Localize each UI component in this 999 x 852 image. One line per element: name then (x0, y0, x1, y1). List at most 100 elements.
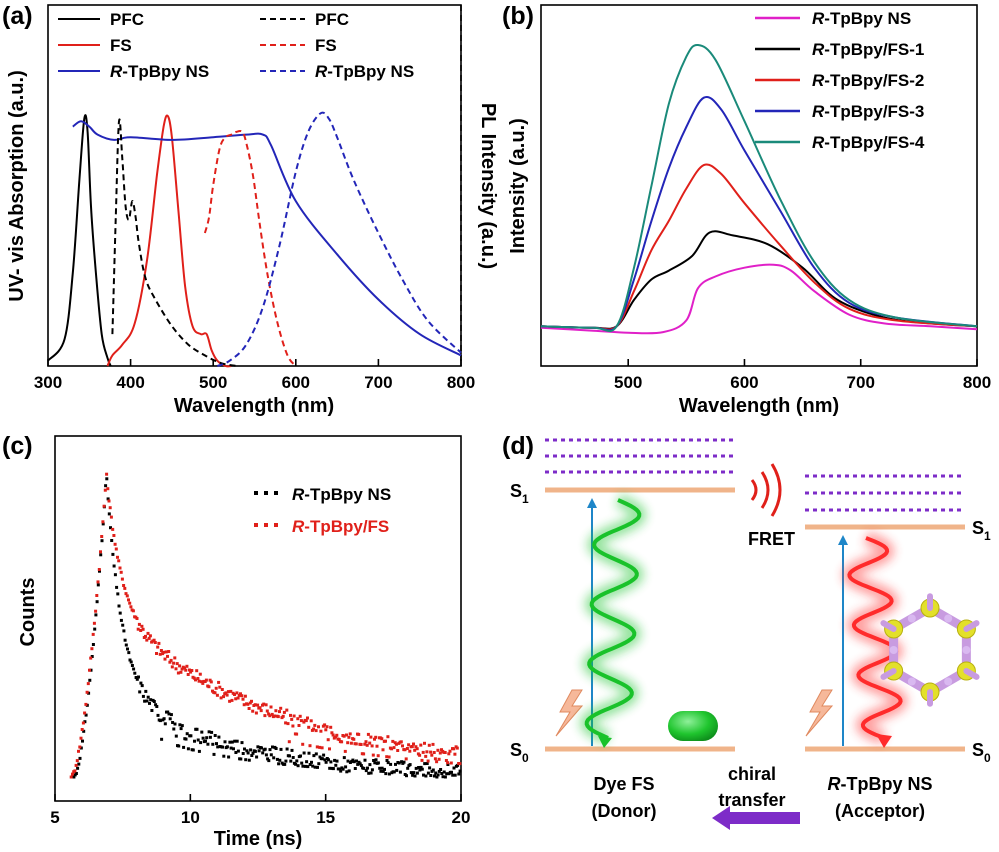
panel-d: (d) S1 S0 S1 S0 (502, 432, 991, 830)
panel-a-ylabel-right: PL Intensity (a.u.) (477, 103, 499, 269)
panel-c-point-red (106, 487, 110, 491)
panel-c-point-black (351, 758, 355, 762)
panel-c-point-black (234, 751, 238, 754)
acceptor-emission-wave (842, 531, 908, 748)
panel-c-point-black (152, 700, 156, 703)
panel-c-point-black (376, 761, 380, 765)
panel-c-point-black (317, 762, 321, 766)
panel-c-point-red (102, 504, 106, 508)
panel-c-point-black (439, 768, 443, 771)
panel-c-point-red (198, 672, 202, 676)
panel-c-point-black (211, 742, 215, 746)
panel-c-point-red (114, 547, 118, 551)
panel-c-point-red (392, 746, 396, 750)
panel-c-point-red (369, 735, 373, 739)
panel-c-point-red (393, 741, 397, 745)
panel-c-point-black (174, 734, 178, 738)
donor-emission-wave (579, 493, 647, 748)
panel-c-point-red (381, 748, 385, 752)
panel-c-point-red (236, 696, 240, 700)
panel-c-point-red (166, 654, 169, 658)
panel-b-legend-item-0: R-TpBpy NS (812, 9, 911, 28)
panel-c-point-red (186, 673, 190, 676)
panel-c-point-red (313, 723, 317, 727)
panel-c-point-black (374, 758, 378, 762)
panel-a-legend-left-2: R-TpBpy NS (110, 62, 209, 81)
panel-b-ylabel: Intensity (a.u.) (507, 118, 529, 254)
panel-c-point-red (334, 735, 337, 739)
acceptor-s0-label: S0 (972, 740, 991, 765)
panel-c-point-black (223, 740, 227, 744)
panel-c-point-red (69, 775, 73, 779)
panel-c-point-black (373, 761, 377, 765)
panel-c-point-black (370, 768, 374, 772)
panel-c-point-red (86, 682, 90, 686)
panel-c-point-red (418, 753, 422, 757)
panel-c-point-red (131, 609, 135, 613)
panel-c-point-black (221, 745, 224, 749)
panel-c-point-black (359, 764, 363, 768)
panel-c-point-black (284, 759, 288, 763)
panel-c-point-black (225, 745, 229, 749)
donor-s1-label: S1 (510, 481, 529, 506)
panel-c-point-black (415, 771, 419, 775)
panel-c-point-red (347, 735, 351, 739)
panel-c-point-black (123, 638, 127, 642)
panel-c-point-red (407, 743, 411, 747)
panel-c-point-black (208, 735, 212, 739)
panel-c-point-black (105, 477, 109, 481)
panel-c-point-black (339, 769, 343, 773)
panel-c-point-red (73, 769, 77, 773)
panel-c-point-black (95, 600, 99, 604)
panel-c-point-black (308, 763, 312, 766)
panel-c-point-black (236, 749, 240, 753)
panel-c-point-red (190, 669, 194, 672)
panel-c-point-red (320, 746, 324, 750)
panel-c-point-black (450, 770, 453, 774)
panel-c-point-red (183, 666, 186, 670)
panel-c-point-black (247, 758, 251, 762)
panel-c-point-black (201, 736, 205, 740)
panel-c-point-black (291, 756, 295, 759)
panel-c-point-red (95, 594, 99, 597)
panel-c-point-red (282, 710, 286, 714)
panel-c-xtick-label: 15 (316, 808, 335, 827)
panel-c-point-black (111, 552, 115, 556)
panel-c-point-black (100, 539, 104, 543)
panel-c-point-red (297, 724, 301, 727)
panel-c-point-black (347, 769, 351, 773)
panel-c-point-black (314, 752, 318, 756)
panel-c-point-red (81, 721, 85, 725)
panel-c-point-black (411, 773, 415, 777)
panel-c-point-black (422, 773, 425, 777)
panel-c-point-black (196, 738, 200, 742)
panel-c-point-black (257, 749, 261, 753)
panel-c-point-red (307, 725, 311, 729)
panel-c-xtick-label: 10 (181, 808, 200, 827)
panel-c-point-red (259, 709, 263, 713)
panel-c-point-red (386, 735, 390, 739)
panel-c-point-red (123, 586, 127, 590)
panel-b-series (540, 43, 978, 335)
panel-c-point-red (384, 739, 387, 743)
panel-c-point-black (101, 522, 105, 526)
panel-c-point-red (401, 744, 404, 748)
panel-c-point-black (419, 765, 423, 769)
panel-c-point-red (75, 759, 79, 763)
panel-c-point-black (379, 769, 383, 773)
panel-c-point-black (367, 771, 371, 775)
donor-light-bolt-icon (555, 689, 584, 737)
panel-c-point-red (218, 685, 222, 689)
acceptor-caption-line2: (Acceptor) (835, 801, 925, 821)
panel-c-point-red (107, 499, 111, 503)
panel-c-point-red (298, 714, 302, 718)
panel-c-point-red (423, 741, 426, 745)
panel-c-point-black (261, 751, 265, 755)
panel-c-point-black (301, 764, 305, 768)
panel-c-point-black (323, 758, 327, 762)
panel-c-point-red (449, 761, 453, 765)
panel-c-point-black (436, 773, 440, 777)
panel-c-point-black (193, 739, 196, 743)
panel-c-point-red (314, 729, 318, 733)
